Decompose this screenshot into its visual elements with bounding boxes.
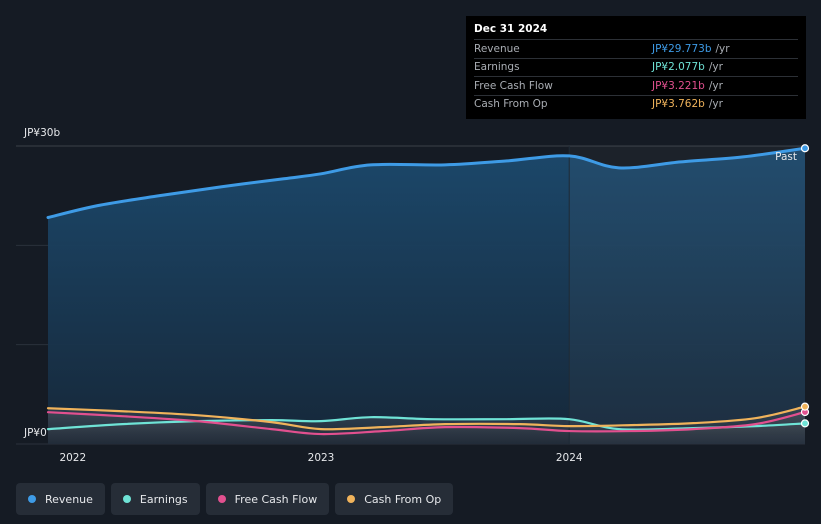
highlight-band [569, 146, 805, 444]
tooltip-panel: Dec 31 2024 Revenue JP¥29.773b /yr Earni… [466, 16, 806, 119]
legend-item-revenue[interactable]: Revenue [16, 483, 105, 515]
tooltip-row-revenue: Revenue JP¥29.773b /yr [474, 39, 798, 58]
series-line [46, 410, 807, 436]
tooltip-value: JP¥3.762b [652, 98, 705, 111]
tooltip-label: Revenue [474, 42, 520, 55]
x-tick-label: 2022 [59, 452, 86, 464]
legend-dot-icon [347, 495, 356, 503]
past-label: Past [775, 151, 797, 163]
series-endpoint [800, 144, 810, 153]
tooltip-row-cash-from-op: Cash From Op JP¥3.762b /yr [474, 94, 798, 114]
tooltip-label: Earnings [474, 61, 520, 74]
tooltip-row-free-cash-flow: Free Cash Flow JP¥3.221b /yr [474, 76, 798, 95]
x-tick-label: 2023 [308, 452, 335, 464]
legend-label: Revenue [45, 492, 93, 506]
legend-label: Free Cash Flow [234, 492, 318, 506]
series-line [46, 146, 807, 220]
series-area [48, 148, 805, 444]
tooltip-unit: /yr [708, 61, 723, 74]
tooltip-value: JP¥2.077b [652, 61, 705, 74]
tooltip-row-earnings: Earnings JP¥2.077b /yr [474, 57, 798, 77]
legend: Revenue Earnings Free Cash Flow Cash Fro… [16, 483, 454, 515]
legend-dot-icon [122, 495, 131, 503]
legend-item-cash-from-op[interactable]: Cash From Op [335, 483, 454, 515]
tooltip-date: Dec 31 2024 [474, 23, 548, 35]
tooltip-unit: /yr [708, 98, 723, 111]
legend-dot-icon [217, 495, 226, 503]
x-tick-label: 2024 [556, 452, 583, 464]
chart-canvas: JP¥0 JP¥30b 2022 2023 2024 Past [16, 127, 810, 464]
tooltip-label: Cash From Op [474, 98, 548, 111]
legend-label: Earnings [139, 492, 188, 506]
tooltip-label: Free Cash Flow [474, 79, 553, 92]
tooltip-value: JP¥29.773b [652, 42, 712, 55]
legend-item-free-cash-flow[interactable]: Free Cash Flow [205, 483, 330, 515]
tooltip-unit: /yr [715, 42, 730, 55]
tooltip-unit: /yr [708, 79, 723, 92]
tooltip-value: JP¥3.221b [652, 79, 705, 92]
series-endpoint [800, 419, 810, 428]
series-endpoint [800, 402, 810, 411]
y-tick-label: JP¥30b [23, 127, 60, 139]
series-line [46, 405, 807, 431]
legend-dot-icon [28, 495, 36, 503]
legend-label: Cash From Op [364, 492, 442, 506]
y-tick-label: JP¥0 [23, 427, 47, 439]
legend-item-earnings[interactable]: Earnings [110, 483, 200, 515]
